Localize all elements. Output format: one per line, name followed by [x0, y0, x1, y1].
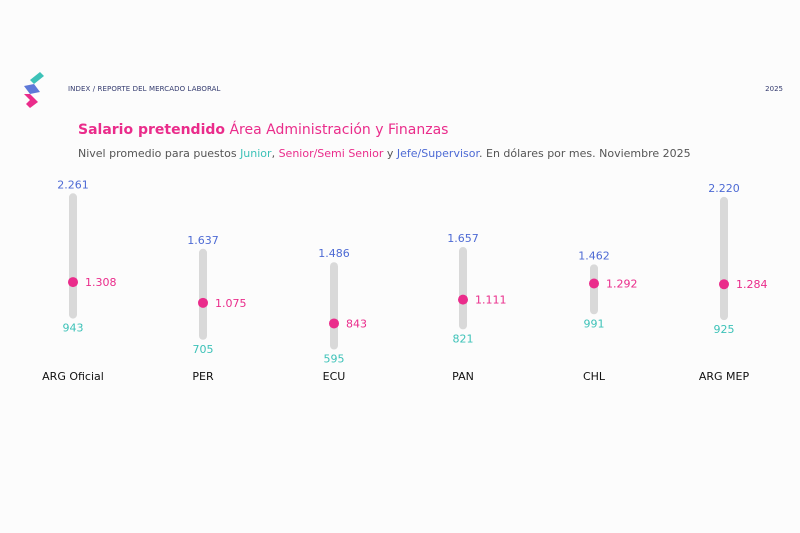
chart-title: Salario pretendido Área Administración y… [78, 122, 448, 138]
legend-senior: Senior/Semi Senior [278, 147, 384, 160]
senior-point [719, 279, 729, 290]
junior-value-label: 925 [714, 323, 735, 336]
legend-jefe: Jefe/Supervisor [396, 147, 479, 160]
senior-value-label: 1.111 [475, 294, 507, 307]
senior-value-label: 1.308 [85, 276, 117, 289]
category-label: PAN [452, 370, 474, 383]
category-label: ARG Oficial [42, 370, 104, 383]
category-label: CHL [583, 370, 606, 383]
senior-point [329, 318, 339, 329]
jefe-value-label: 2.261 [57, 178, 89, 191]
subtitle-suffix: . En dólares por mes. Noviembre 2025 [479, 147, 691, 160]
junior-value-label: 943 [63, 322, 84, 335]
junior-value-label: 595 [324, 353, 345, 366]
report-year: 2025 [765, 85, 783, 93]
senior-value-label: 1.075 [215, 297, 247, 310]
jefe-value-label: 1.637 [187, 234, 219, 247]
junior-value-label: 705 [193, 343, 214, 356]
subtitle-sep2: y [383, 147, 397, 160]
legend-junior: Junior [240, 147, 272, 160]
category-label: PER [192, 370, 214, 383]
subtitle-sep1: , [271, 147, 279, 160]
junior-value-label: 991 [584, 317, 605, 330]
senior-point [458, 294, 468, 305]
report-breadcrumb: INDEX / REPORTE DEL MERCADO LABORAL [68, 85, 221, 93]
brand-logo [24, 72, 44, 108]
category-label: ECU [323, 370, 346, 383]
senior-value-label: 1.292 [606, 278, 638, 291]
senior-point [589, 278, 599, 289]
title-bold: Salario pretendido [78, 122, 226, 138]
title-rest: Área Administración y Finanzas [229, 122, 449, 138]
jefe-value-label: 1.657 [447, 232, 479, 245]
chart-subtitle: Nivel promedio para puestos Junior, Seni… [78, 147, 691, 160]
subtitle-prefix: Nivel promedio para puestos [78, 147, 241, 160]
senior-value-label: 843 [346, 317, 367, 330]
senior-value-label: 1.284 [736, 278, 768, 291]
jefe-value-label: 2.220 [708, 182, 740, 195]
jefe-value-label: 1.486 [318, 247, 350, 260]
category-label: ARG MEP [699, 370, 750, 383]
senior-point [68, 277, 78, 288]
jefe-value-label: 1.462 [578, 249, 610, 262]
senior-point [198, 297, 208, 308]
junior-value-label: 821 [453, 332, 474, 345]
